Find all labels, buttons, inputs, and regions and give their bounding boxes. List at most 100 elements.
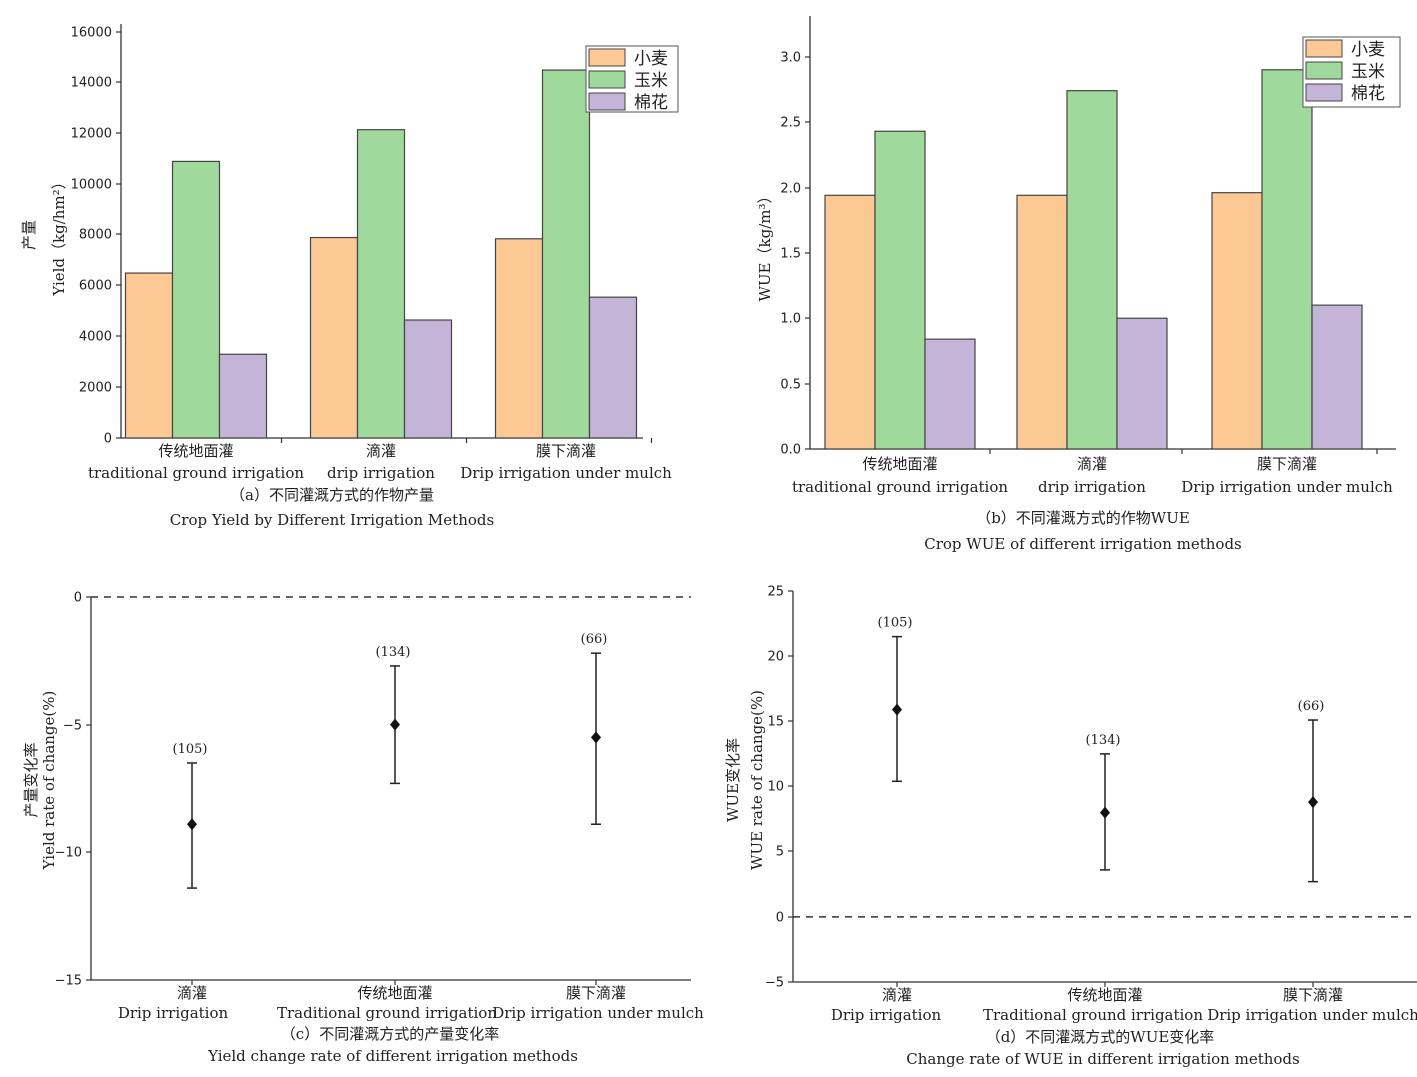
x-category-label-en: drip irrigation	[327, 464, 435, 482]
caption-zh: （b）不同灌溉方式的作物WUE	[976, 509, 1190, 527]
bar-小麦-1	[309, 236, 359, 439]
x-category-label-en: Drip irrigation	[118, 1004, 229, 1022]
x-category-label-en: drip irrigation	[1038, 478, 1146, 496]
mean-marker	[892, 703, 902, 716]
legend-swatch-玉米	[588, 70, 626, 89]
legend-swatch-小麦	[1305, 39, 1343, 58]
mean-marker	[591, 731, 601, 744]
caption-zh: （c）不同灌溉方式的产量变化率	[281, 1025, 499, 1043]
x-category-label-zh: 滴灌	[1077, 455, 1107, 473]
x-category-label-en: Traditional ground irrigation	[277, 1004, 497, 1022]
mean-marker	[1100, 806, 1110, 819]
x-category-label-en: traditional ground irrigation	[88, 464, 304, 482]
legend-label: 小麦	[1351, 40, 1385, 60]
bar-玉米-2	[541, 69, 591, 439]
legend-swatch-棉花	[1305, 83, 1343, 102]
y-tick-label: 25	[767, 585, 784, 600]
y-tick-label: 14000	[71, 76, 112, 91]
bar-小麦-0	[124, 272, 174, 439]
caption-en: Yield change rate of different irrigatio…	[207, 1047, 578, 1065]
y-tick-label: 10	[767, 780, 784, 795]
y-tick-label: −10	[55, 846, 82, 861]
y-axis-label: WUE rate of change(%)	[748, 690, 766, 870]
sample-size-label: (134)	[1086, 733, 1121, 748]
y-tick-label: 10000	[71, 178, 112, 193]
y-tick-label: 2.5	[780, 116, 801, 131]
mean-marker	[187, 818, 197, 831]
bar-小麦-2	[494, 238, 544, 439]
legend-swatch-小麦	[588, 48, 626, 67]
x-category-label-zh: 膜下滴灌	[566, 984, 626, 1002]
x-category-label-en: traditional ground irrigation	[792, 478, 1008, 496]
x-category-label-zh: 传统地面灌	[158, 442, 233, 460]
legend-label: 小麦	[634, 49, 668, 69]
x-category-label-zh: 膜下滴灌	[1257, 455, 1317, 473]
caption-en: Change rate of WUE in different irrigati…	[906, 1050, 1299, 1068]
legend-label: 玉米	[1351, 62, 1385, 82]
y-tick-label: 0	[74, 591, 82, 606]
bar-玉米-0	[171, 160, 221, 439]
bar-棉花-1	[1116, 317, 1168, 450]
y-tick-label: 2.0	[780, 182, 801, 197]
caption-en: Crop Yield by Different Irrigation Metho…	[170, 511, 494, 529]
legend-swatch-玉米	[1305, 61, 1343, 80]
legend-label: 玉米	[634, 71, 668, 91]
x-category-label-en: Drip irrigation under mulch	[1207, 1006, 1417, 1024]
x-category-label-en: Traditional ground irrigation	[983, 1006, 1203, 1024]
mean-marker	[1308, 796, 1318, 809]
bar-玉米-1	[356, 129, 406, 439]
legend-swatch-棉花	[588, 92, 626, 111]
x-category-label-zh: 膜下滴灌	[1283, 986, 1343, 1004]
x-category-label-zh: 膜下滴灌	[536, 442, 596, 460]
bar-玉米-0	[874, 130, 926, 450]
x-category-label-en: Drip irrigation	[831, 1006, 942, 1024]
y-tick-label: 3.0	[780, 51, 801, 66]
mean-marker	[390, 718, 400, 731]
x-category-label-zh: 滴灌	[366, 442, 396, 460]
legend-label: 棉花	[1351, 84, 1385, 104]
bar-棉花-2	[1311, 304, 1363, 450]
x-category-label-en: Drip irrigation under mulch	[460, 464, 672, 482]
y-tick-label: 8000	[79, 228, 112, 243]
y-tick-label: 0	[776, 911, 784, 926]
y-tick-label: 0.0	[780, 443, 801, 458]
bar-棉花-0	[924, 338, 976, 450]
x-category-label-zh: 传统地面灌	[1067, 986, 1142, 1004]
x-category-label-en: Drip irrigation under mulch	[1181, 478, 1393, 496]
sample-size-label: (134)	[376, 645, 411, 660]
y-axis-label: WUE（kg/m³）	[756, 189, 774, 302]
y-tick-label: 0	[104, 432, 112, 447]
y-tick-label: 2000	[79, 381, 112, 396]
y-axis-label: Yield rate of change(%)	[40, 691, 58, 871]
y-tick-label: 20	[767, 650, 784, 665]
y-tick-label: 6000	[79, 279, 112, 294]
bar-小麦-1	[1016, 194, 1068, 450]
x-category-label-zh: 传统地面灌	[357, 984, 432, 1002]
sample-size-label: (66)	[581, 632, 608, 647]
y-tick-label: 0.5	[780, 378, 801, 393]
y-tick-label: 12000	[71, 127, 112, 142]
y-axis-label-zh: 产量变化率	[22, 742, 40, 817]
sample-size-label: (66)	[1298, 699, 1325, 714]
caption-zh: （a）不同灌溉方式的作物产量	[230, 486, 434, 504]
bar-棉花-1	[403, 319, 453, 439]
bar-玉米-2	[1261, 69, 1313, 450]
y-tick-label: 15	[767, 715, 784, 730]
bar-小麦-0	[824, 194, 876, 450]
caption-zh: （d）不同灌溉方式的WUE变化率	[986, 1028, 1215, 1046]
y-tick-label: 4000	[79, 330, 112, 345]
bar-小麦-2	[1211, 192, 1263, 450]
y-axis-label-zh: WUE变化率	[724, 738, 742, 822]
y-axis-label: Yield（kg/hm²）	[50, 174, 68, 296]
y-axis-label-zh: 产量	[20, 220, 38, 250]
y-tick-label: 5	[776, 845, 784, 860]
caption-en: Crop WUE of different irrigation methods	[924, 535, 1242, 553]
x-category-label-zh: 传统地面灌	[862, 455, 937, 473]
x-category-label-en: Drip irrigation under mulch	[492, 1004, 704, 1022]
y-tick-label: −15	[55, 974, 82, 989]
y-tick-label: 16000	[71, 26, 112, 41]
bar-棉花-0	[218, 353, 268, 439]
y-tick-label: 1.0	[780, 312, 801, 327]
y-tick-label: −5	[63, 719, 82, 734]
